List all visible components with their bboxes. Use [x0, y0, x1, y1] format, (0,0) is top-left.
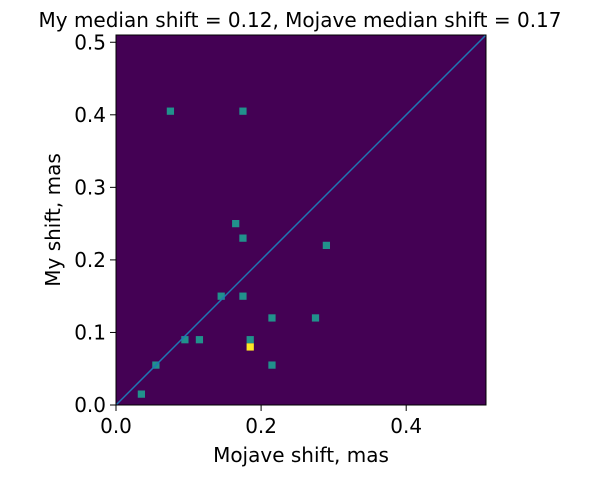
heatmap-cell [232, 220, 240, 228]
heatmap-cell [311, 314, 320, 322]
x-tick-label: 0.4 [390, 414, 422, 438]
heatmap-cell [268, 314, 276, 322]
y-tick-label: 0.5 [74, 30, 106, 54]
x-tick-label: 0.2 [245, 414, 277, 438]
y-tick-label: 0.3 [74, 175, 106, 199]
plot-frame [115, 34, 487, 406]
heatmap-cell [322, 241, 331, 250]
y-axis-label: My shift, mas [41, 153, 65, 287]
y-tick-label: 0.4 [74, 103, 106, 127]
y-tick-label: 0.2 [74, 248, 106, 272]
reference-line-y-equals-x [115, 34, 487, 406]
heatmap-cell [217, 292, 225, 300]
x-axis: 0.0 0.2 0.4 [100, 405, 422, 438]
y-tick-label: 0.1 [74, 320, 106, 344]
heatmap-cell [268, 361, 276, 369]
x-axis-label: Mojave shift, mas [213, 443, 389, 467]
heatmap-cell [246, 343, 254, 351]
y-tick-label: 0.0 [74, 393, 106, 417]
heatmap-cell [239, 292, 247, 300]
heatmap-cell [239, 234, 247, 242]
heatmap-cells [137, 107, 331, 398]
y-axis: 0.0 0.1 0.2 0.3 0.4 0.5 [74, 30, 116, 417]
heatmap-cell [195, 336, 204, 344]
chart-title: My median shift = 0.12, Mojave median sh… [39, 8, 562, 32]
x-tick-label: 0.0 [100, 414, 132, 438]
heatmap-cell [246, 336, 254, 344]
heatmap-cell [166, 107, 175, 115]
heatmap-cell [181, 336, 189, 344]
heatmap-cell [239, 107, 247, 115]
heatmap-cell [137, 390, 146, 398]
